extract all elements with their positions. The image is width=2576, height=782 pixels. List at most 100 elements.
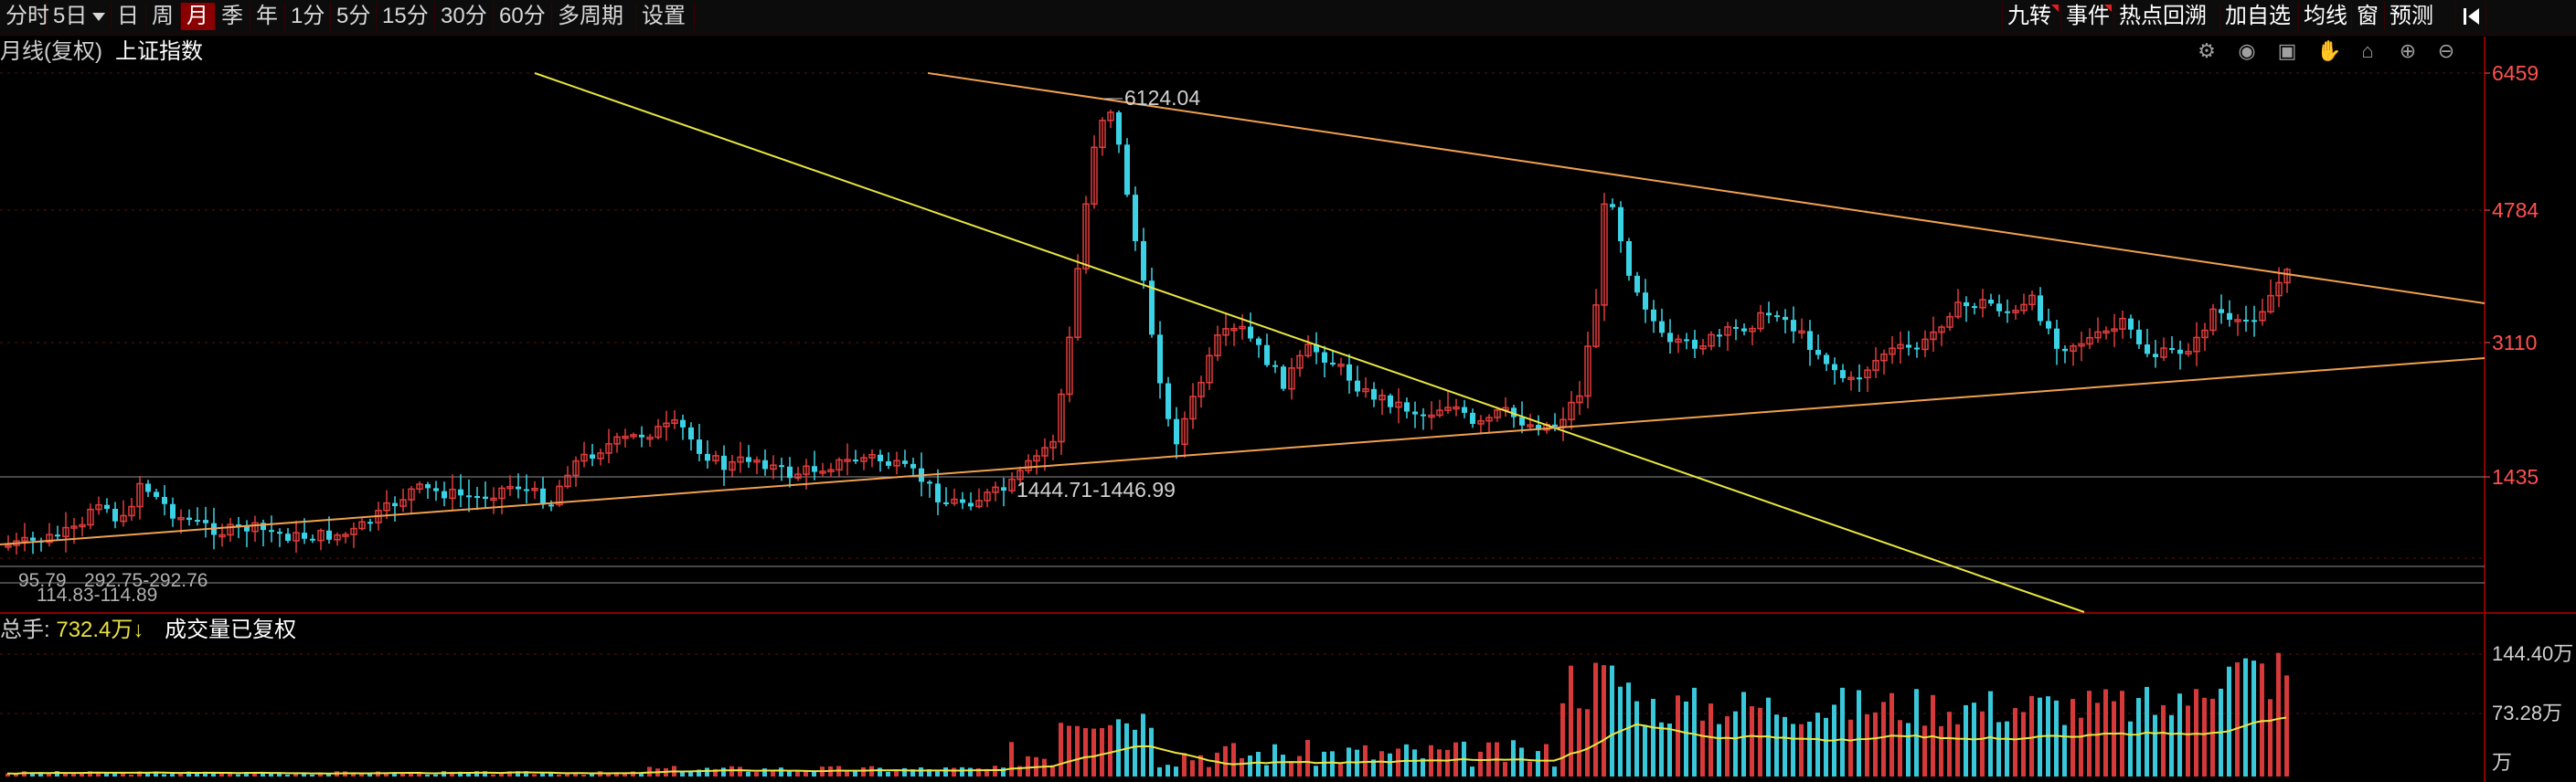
volume-bar <box>2013 708 2017 777</box>
candle-up <box>893 460 900 467</box>
tool-button-1[interactable]: 事件 <box>2060 3 2113 30</box>
candle-up <box>712 455 719 462</box>
volume-bar <box>1141 713 1145 777</box>
period-tab-9[interactable]: 15分 <box>377 3 435 30</box>
volume-bar <box>507 771 512 777</box>
candle-up <box>21 536 28 542</box>
collapse-sidebar-button[interactable] <box>2455 3 2486 30</box>
candle-down <box>540 488 546 505</box>
eye-icon[interactable]: ◉ <box>2238 39 2256 62</box>
candle-down <box>458 489 463 496</box>
tool-button-5[interactable]: 窗 <box>2351 3 2384 30</box>
volume-bar <box>795 770 800 777</box>
candle-up <box>1091 146 1098 206</box>
candle-up <box>416 483 423 491</box>
volume-bar <box>1248 755 1252 777</box>
volume-bar <box>47 773 51 777</box>
volume-bar <box>1322 751 1326 777</box>
candle-up <box>803 465 810 475</box>
candle-down <box>590 454 595 459</box>
volume-bar <box>590 773 594 777</box>
volume-bar <box>1659 722 1664 777</box>
candle-down <box>2219 309 2224 313</box>
volume-bar <box>754 772 759 777</box>
volume-bar <box>1412 749 1417 777</box>
volume-bar <box>2177 693 2182 777</box>
period-tab-1[interactable]: 5日 <box>48 3 112 30</box>
volume-bar <box>2112 701 2116 777</box>
volume-bar <box>1725 716 1730 777</box>
candle-down <box>943 502 949 504</box>
period-tab-12[interactable]: 多周期 <box>552 3 636 30</box>
volume-bar <box>269 773 273 777</box>
period-tab-10[interactable]: 30分 <box>435 3 494 30</box>
tool-button-label: 热点回溯 <box>2119 4 2207 28</box>
volume-bar <box>2095 703 2100 777</box>
candle-up <box>70 525 78 529</box>
period-tab-label: 60分 <box>499 4 546 28</box>
candle-down <box>1988 300 1994 304</box>
hand-icon[interactable]: ✋ <box>2316 39 2342 62</box>
lock-icon[interactable]: ⌂ <box>2361 39 2374 62</box>
chart-tools: ⚙ ◉ ▣ ✋ ⌂ ⊕ ⊖ <box>2196 40 2488 66</box>
volume-bar <box>30 773 35 777</box>
new-badge-icon <box>2104 5 2112 12</box>
candle-up <box>1288 367 1295 390</box>
volume-bar <box>318 773 323 777</box>
candle-down <box>326 530 332 540</box>
volume-bar <box>104 773 109 777</box>
candle-up <box>646 436 654 440</box>
candle-up <box>79 523 86 528</box>
period-tab-7[interactable]: 1分 <box>285 3 331 30</box>
tool-button-0[interactable]: 九转 <box>2002 3 2060 30</box>
period-tab-11[interactable]: 60分 <box>494 3 552 30</box>
volume-bar <box>1421 758 1425 777</box>
period-tab-8[interactable]: 5分 <box>331 3 377 30</box>
index-name: 上证指数 <box>114 39 203 64</box>
period-tab-6[interactable]: 年 <box>250 3 285 30</box>
period-tab-13[interactable]: 设置 <box>636 3 695 30</box>
candle-down <box>1857 377 1862 380</box>
tool-button-3[interactable]: 加自选 <box>2219 3 2298 30</box>
candle-down <box>1248 326 1253 339</box>
period-tab-5[interactable]: 季 <box>216 3 250 30</box>
volume-bar <box>532 774 537 777</box>
volume-bar <box>1042 758 1047 777</box>
period-tab-0[interactable]: 分时 <box>0 3 49 30</box>
candle-up <box>1206 354 1213 384</box>
volume-bar <box>1560 703 1565 777</box>
volume-bar <box>2062 724 2067 777</box>
volume-bar <box>2227 666 2231 777</box>
period-tab-2[interactable]: 日 <box>112 3 146 30</box>
candle-down <box>1519 417 1525 426</box>
period-tab-label: 设置 <box>642 4 686 28</box>
tool-button-2[interactable]: 热点回溯 <box>2113 3 2219 30</box>
volume-bar <box>729 766 734 777</box>
period-tab-4[interactable]: 月 <box>181 3 216 30</box>
bag-icon[interactable]: ▣ <box>2277 39 2297 62</box>
volume-bar <box>762 768 767 777</box>
chevron-down-icon[interactable] <box>92 13 106 22</box>
volume-bar <box>1791 724 1795 777</box>
settings-icon[interactable]: ⚙ <box>2198 39 2216 62</box>
candle-down <box>302 533 307 539</box>
volume-bar <box>960 766 964 777</box>
volume-bar <box>326 774 331 777</box>
volume-bar <box>1824 717 1828 777</box>
volume-bar <box>1988 691 1993 777</box>
volume-bar <box>1100 727 1104 777</box>
candle-down <box>1281 366 1286 389</box>
candle-down <box>310 538 315 541</box>
tool-button-6[interactable]: 预测 <box>2384 3 2437 30</box>
candle-up <box>1477 419 1485 425</box>
candle-up <box>1576 395 1583 404</box>
tool-button-4[interactable]: 均线 <box>2298 3 2351 30</box>
zoom-out-icon[interactable]: ⊖ <box>2437 39 2455 62</box>
volume-bar <box>1207 766 1211 777</box>
candle-up <box>317 529 325 542</box>
volume-bar <box>1470 766 1474 777</box>
period-tab-3[interactable]: 周 <box>146 3 181 30</box>
candle-down <box>2243 319 2249 322</box>
zoom-in-icon[interactable]: ⊕ <box>2399 39 2417 62</box>
